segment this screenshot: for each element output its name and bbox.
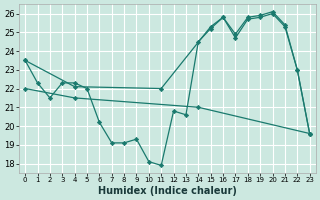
X-axis label: Humidex (Indice chaleur): Humidex (Indice chaleur) [98, 186, 237, 196]
